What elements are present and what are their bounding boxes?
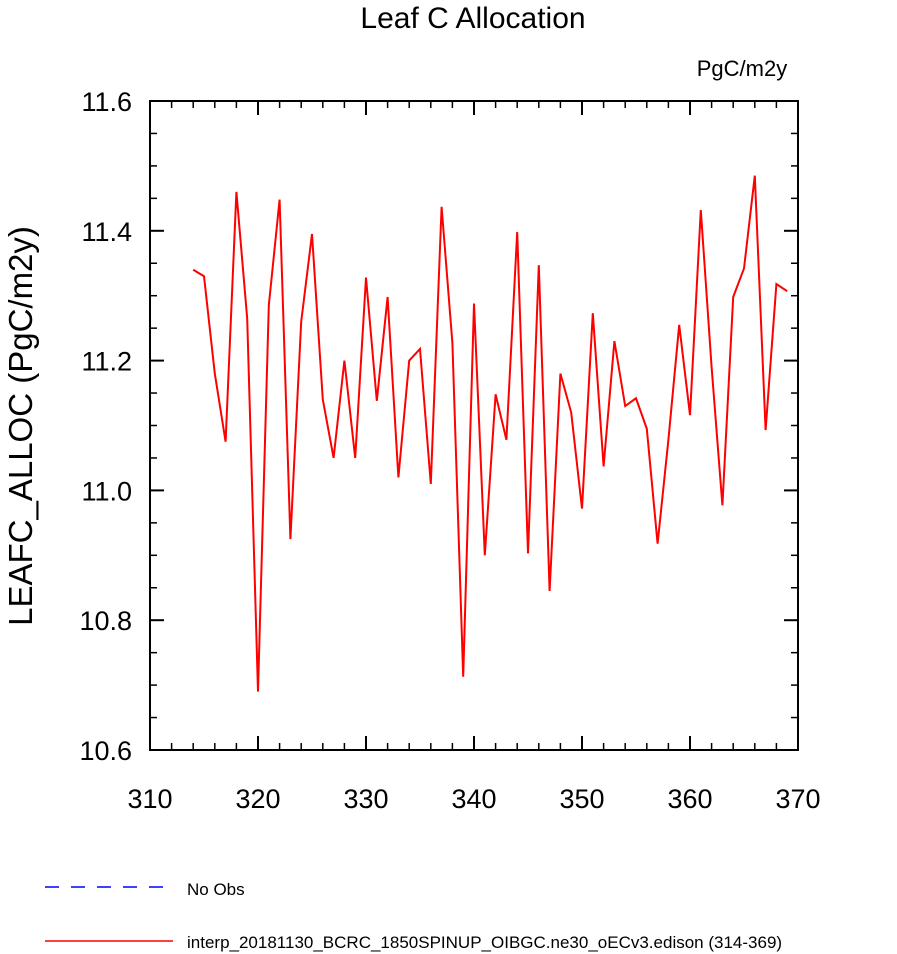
- series-lines: [192, 175, 788, 692]
- y-tick-label: 11.2: [81, 347, 132, 377]
- x-tick-labels: 310 320 330 340 350 360 370: [127, 784, 820, 814]
- x-tick-label: 350: [559, 784, 604, 814]
- x-tick-label: 340: [451, 784, 496, 814]
- y-tick-label: 11.4: [81, 217, 132, 247]
- major-ticks: [149, 100, 799, 751]
- chart-title: Leaf C Allocation: [360, 2, 585, 35]
- x-tick-label: 310: [127, 784, 172, 814]
- legend: No Obs interp_20181130_BCRC_1850SPINUP_O…: [45, 880, 782, 952]
- x-tick-label: 360: [667, 784, 712, 814]
- series-line-1: [192, 175, 788, 692]
- minor-ticks: [150, 101, 798, 750]
- x-tick-label: 370: [775, 784, 820, 814]
- legend-label-no-obs: No Obs: [187, 880, 245, 899]
- y-tick-label: 10.8: [79, 606, 132, 636]
- y-tick-labels: 10.6 10.8 11.0 11.2 11.4 11.6: [79, 87, 132, 766]
- y-tick-label: 11.6: [81, 87, 132, 117]
- x-tick-label: 320: [235, 784, 280, 814]
- y-axis-label: LEAFC_ALLOC (PgC/m2y): [2, 226, 39, 626]
- x-tick-label: 330: [343, 784, 388, 814]
- units-label: PgC/m2y: [697, 56, 787, 81]
- plot-frame: [149, 100, 799, 751]
- legend-label-model-run: interp_20181130_BCRC_1850SPINUP_OIBGC.ne…: [187, 933, 782, 952]
- y-tick-label: 10.6: [79, 736, 132, 766]
- y-tick-label: 11.0: [81, 476, 132, 506]
